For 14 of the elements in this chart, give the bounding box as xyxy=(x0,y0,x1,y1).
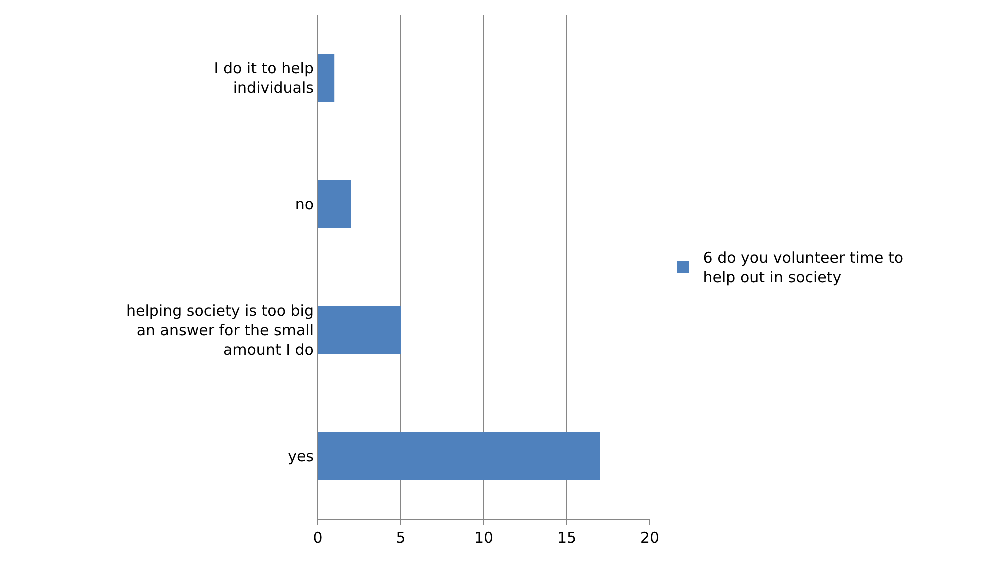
legend-label: 6 do you volunteer time to help out in society xyxy=(703,249,904,287)
y-tick-label: I do it to help individuals xyxy=(214,60,314,97)
x-tick-label: 10 xyxy=(474,529,494,547)
bar xyxy=(318,54,335,102)
bar xyxy=(318,306,401,354)
bar xyxy=(318,432,600,480)
y-tick-label: helping society is too big an answer for the small amount I do xyxy=(126,302,314,359)
x-tick-label: 15 xyxy=(557,529,577,547)
y-tick-label: yes xyxy=(288,447,314,466)
x-tick-label: 20 xyxy=(640,529,660,547)
x-tick-label: 5 xyxy=(396,529,406,547)
bar xyxy=(318,180,352,228)
x-tick-label: 0 xyxy=(313,529,323,547)
y-tick-label: no xyxy=(295,195,314,214)
